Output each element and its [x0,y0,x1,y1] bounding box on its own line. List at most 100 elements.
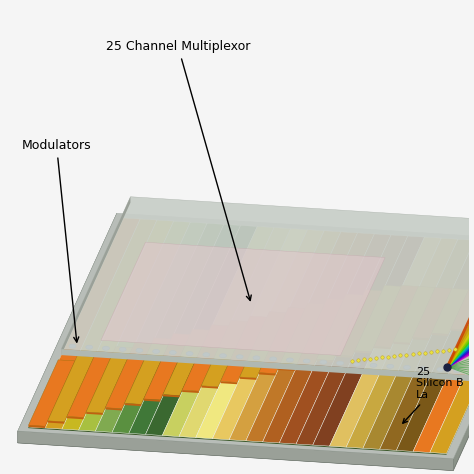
Ellipse shape [286,358,293,362]
Polygon shape [61,197,474,376]
Polygon shape [263,233,374,443]
Polygon shape [67,351,113,418]
Polygon shape [259,373,275,375]
Polygon shape [201,386,218,389]
Polygon shape [296,235,408,445]
Ellipse shape [320,360,327,364]
Polygon shape [101,242,385,356]
Polygon shape [86,412,103,415]
Text: 25 Channel Multiplexor: 25 Channel Multiplexor [106,40,251,301]
Polygon shape [18,213,117,443]
Polygon shape [363,239,474,449]
Polygon shape [220,316,267,383]
Polygon shape [28,218,474,454]
Polygon shape [179,228,291,438]
Polygon shape [297,364,314,367]
Ellipse shape [203,353,210,356]
Polygon shape [125,403,141,406]
Ellipse shape [253,356,260,360]
Polygon shape [18,213,474,459]
Polygon shape [220,382,237,384]
Polygon shape [313,236,425,446]
Ellipse shape [169,351,176,355]
Polygon shape [144,334,190,400]
Polygon shape [112,223,224,433]
Ellipse shape [437,367,444,372]
Polygon shape [105,342,152,409]
Polygon shape [95,222,207,432]
Ellipse shape [119,347,126,351]
Text: 25
Silicon B
La: 25 Silicon B La [403,367,463,423]
Polygon shape [297,299,344,365]
Polygon shape [105,408,122,410]
Polygon shape [18,431,453,471]
Ellipse shape [387,365,394,368]
Polygon shape [470,324,474,327]
Polygon shape [430,244,474,454]
Polygon shape [163,394,180,397]
Polygon shape [393,286,435,343]
Polygon shape [182,325,228,391]
Polygon shape [278,303,325,369]
Polygon shape [182,390,199,393]
Polygon shape [67,417,83,419]
Polygon shape [329,237,441,447]
Polygon shape [240,377,256,380]
Polygon shape [79,221,191,431]
Polygon shape [259,307,305,374]
Ellipse shape [136,348,143,352]
Ellipse shape [403,365,410,369]
Ellipse shape [236,355,243,359]
Ellipse shape [353,362,360,366]
Text: Modulators: Modulators [22,139,91,342]
Polygon shape [413,242,474,453]
Ellipse shape [370,363,377,367]
Polygon shape [28,427,447,455]
Polygon shape [61,197,130,355]
Polygon shape [396,241,474,451]
Polygon shape [432,333,448,336]
Polygon shape [146,225,257,436]
Ellipse shape [69,344,76,348]
Polygon shape [346,238,458,448]
Polygon shape [279,234,391,444]
Ellipse shape [86,345,93,349]
Polygon shape [28,218,140,428]
Polygon shape [18,225,474,471]
Polygon shape [393,342,410,345]
Ellipse shape [454,369,461,373]
Ellipse shape [186,352,193,356]
Polygon shape [355,285,401,352]
Polygon shape [129,224,241,434]
Ellipse shape [270,357,277,361]
Polygon shape [86,346,133,413]
Polygon shape [201,320,248,387]
Polygon shape [380,240,474,450]
Polygon shape [62,220,173,430]
Polygon shape [28,425,45,428]
Ellipse shape [470,370,474,374]
Polygon shape [229,231,341,441]
Polygon shape [212,229,324,440]
Polygon shape [48,356,94,422]
Polygon shape [317,359,333,362]
Polygon shape [28,360,75,426]
Polygon shape [451,290,474,330]
Polygon shape [246,232,358,442]
Polygon shape [45,219,157,429]
Polygon shape [240,312,286,378]
Polygon shape [48,421,64,424]
Ellipse shape [102,346,109,350]
Polygon shape [163,329,210,396]
Ellipse shape [420,366,427,371]
Polygon shape [317,294,363,361]
Polygon shape [374,285,419,347]
Ellipse shape [303,359,310,363]
Polygon shape [162,227,274,437]
Polygon shape [336,290,382,356]
Polygon shape [336,355,352,358]
Polygon shape [374,346,391,349]
Polygon shape [125,338,171,404]
Polygon shape [278,368,295,371]
Polygon shape [196,228,308,438]
